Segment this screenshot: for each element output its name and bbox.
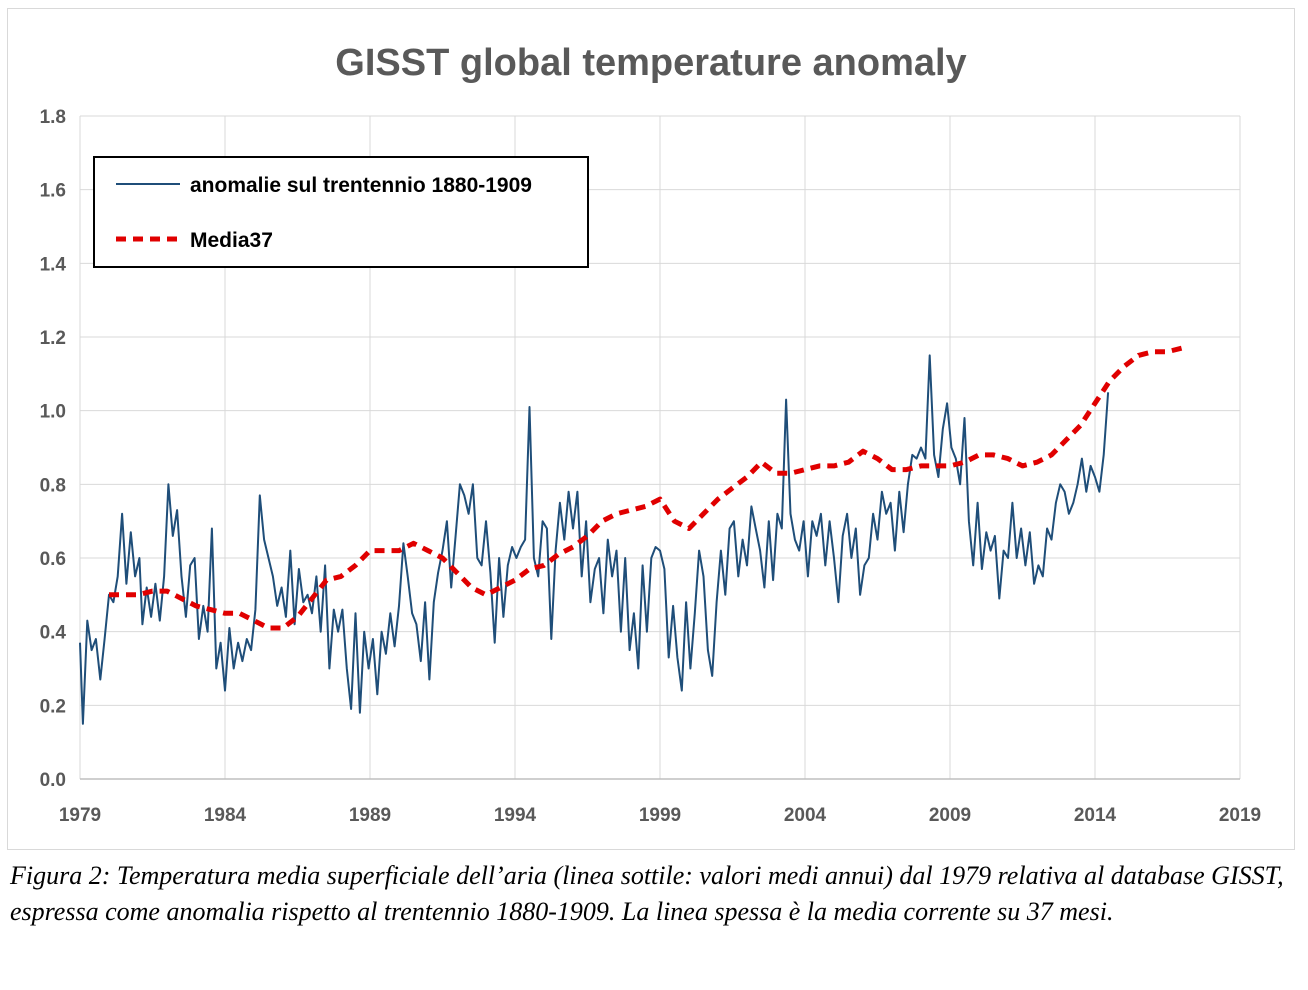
y-tick-label: 0.0 [40, 770, 66, 791]
series-lines [79, 345, 1183, 725]
y-tick-label: 1.4 [40, 254, 67, 275]
x-tick-label: 1994 [494, 805, 537, 826]
y-tick-label: 1.0 [40, 402, 66, 423]
chart-title: GISST global temperature anomaly [335, 42, 966, 84]
legend-box [93, 156, 589, 268]
y-tick-label: 0.8 [40, 475, 66, 496]
y-tick-label: 0.2 [40, 696, 66, 717]
x-tick-label: 1999 [639, 805, 681, 826]
legend-label-anomalie: anomalie sul trentennio 1880-1909 [190, 174, 532, 197]
y-tick-label: 1.8 [40, 107, 66, 128]
x-tick-label: 2014 [1074, 805, 1117, 826]
axis-ticks: 0.0 0.2 0.4 0.6 0.8 1.0 1.2 1.4 1.6 1.8 1979 1984 19… [40, 107, 1262, 826]
y-tick-label: 0.4 [40, 623, 67, 644]
x-tick-label: 2004 [784, 805, 827, 826]
y-tick-label: 1.2 [40, 328, 66, 349]
legend-label-media37: Media37 [190, 229, 273, 252]
x-tick-label: 1984 [204, 805, 247, 826]
y-tick-label: 1.6 [40, 181, 66, 202]
series-line-media37 [109, 345, 1183, 631]
legend: anomalie sul trentennio 1880-1909 Media3… [93, 156, 589, 268]
y-tick-label: 0.6 [40, 549, 66, 570]
x-tick-label: 1979 [59, 805, 101, 826]
x-tick-label: 2019 [1219, 805, 1261, 826]
chart-frame: GISST global temperature anomaly 0.0 0.2 0… [7, 8, 1295, 850]
chart-svg: GISST global temperature anomaly 0.00.20… [40, 42, 1262, 826]
x-tick-label: 1989 [349, 805, 391, 826]
figure-caption: Figura 2: Temperatura media superficiale… [10, 861, 1284, 926]
x-tick-label: 2009 [929, 805, 971, 826]
